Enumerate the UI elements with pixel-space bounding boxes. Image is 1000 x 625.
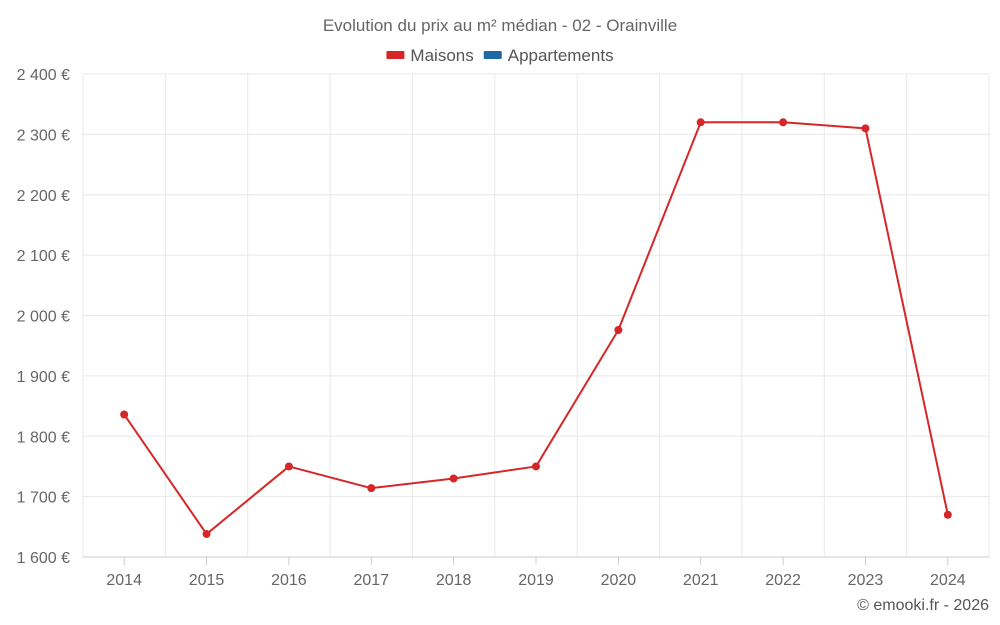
y-tick-label: 2 300 € [17, 127, 70, 144]
x-tick-label: 2019 [518, 572, 554, 589]
series-group [120, 118, 952, 539]
legend-swatch [483, 51, 502, 59]
data-point-2023[interactable] [861, 124, 870, 133]
x-tick-label: 2022 [765, 572, 801, 589]
x-tick-label: 2015 [189, 572, 225, 589]
y-tick-label: 1 600 € [17, 550, 70, 567]
data-point-2021[interactable] [696, 118, 705, 127]
data-point-2018[interactable] [449, 474, 458, 483]
y-axis-ticks: 1 600 € 1 700 € 1 800 € 1 900 € 2 000 € 2 100… [17, 67, 70, 567]
credit-text: © emooki.fr - 2026 [857, 597, 989, 614]
y-tick-label: 2 100 € [17, 248, 70, 265]
x-tick-label: 2020 [601, 572, 637, 589]
legend-swatch [386, 51, 405, 59]
y-tick-label: 2 400 € [17, 67, 70, 84]
data-point-2015[interactable] [202, 530, 211, 539]
y-gridlines [83, 73, 989, 558]
x-tick-label: 2024 [930, 572, 966, 589]
legend-item-appartements[interactable]: Appartements [483, 46, 614, 65]
y-tick-label: 2 200 € [17, 188, 70, 205]
y-tick-label: 1 800 € [17, 429, 70, 446]
x-tick-label: 2023 [848, 572, 884, 589]
x-tick-label: 2017 [353, 572, 389, 589]
legend-label: Appartements [508, 46, 614, 65]
x-tick-label: 2016 [271, 572, 307, 589]
legend-label: Maisons [410, 46, 473, 65]
y-tick-label: 1 700 € [17, 490, 70, 507]
data-point-2017[interactable] [367, 484, 376, 493]
x-axis-ticks: 2014 2015 2016 2017 2018 2019 2020 2021 2022 2023… [106, 557, 966, 589]
chart-legend: Maisons Appartements [386, 46, 614, 65]
data-point-2022[interactable] [779, 118, 788, 127]
data-point-2024[interactable] [943, 510, 952, 519]
x-tick-label: 2018 [436, 572, 472, 589]
x-tick-label: 2021 [683, 572, 719, 589]
data-point-2014[interactable] [120, 410, 129, 419]
data-point-2020[interactable] [614, 325, 623, 334]
legend-item-maisons[interactable]: Maisons [386, 46, 474, 65]
y-tick-label: 2 000 € [17, 309, 70, 326]
chart-title: Evolution du prix au m² médian - 02 - Or… [323, 16, 677, 35]
y-tick-label: 1 900 € [17, 369, 70, 386]
data-point-2019[interactable] [532, 462, 540, 471]
data-point-2016[interactable] [284, 462, 293, 471]
x-tick-label: 2014 [106, 572, 142, 589]
